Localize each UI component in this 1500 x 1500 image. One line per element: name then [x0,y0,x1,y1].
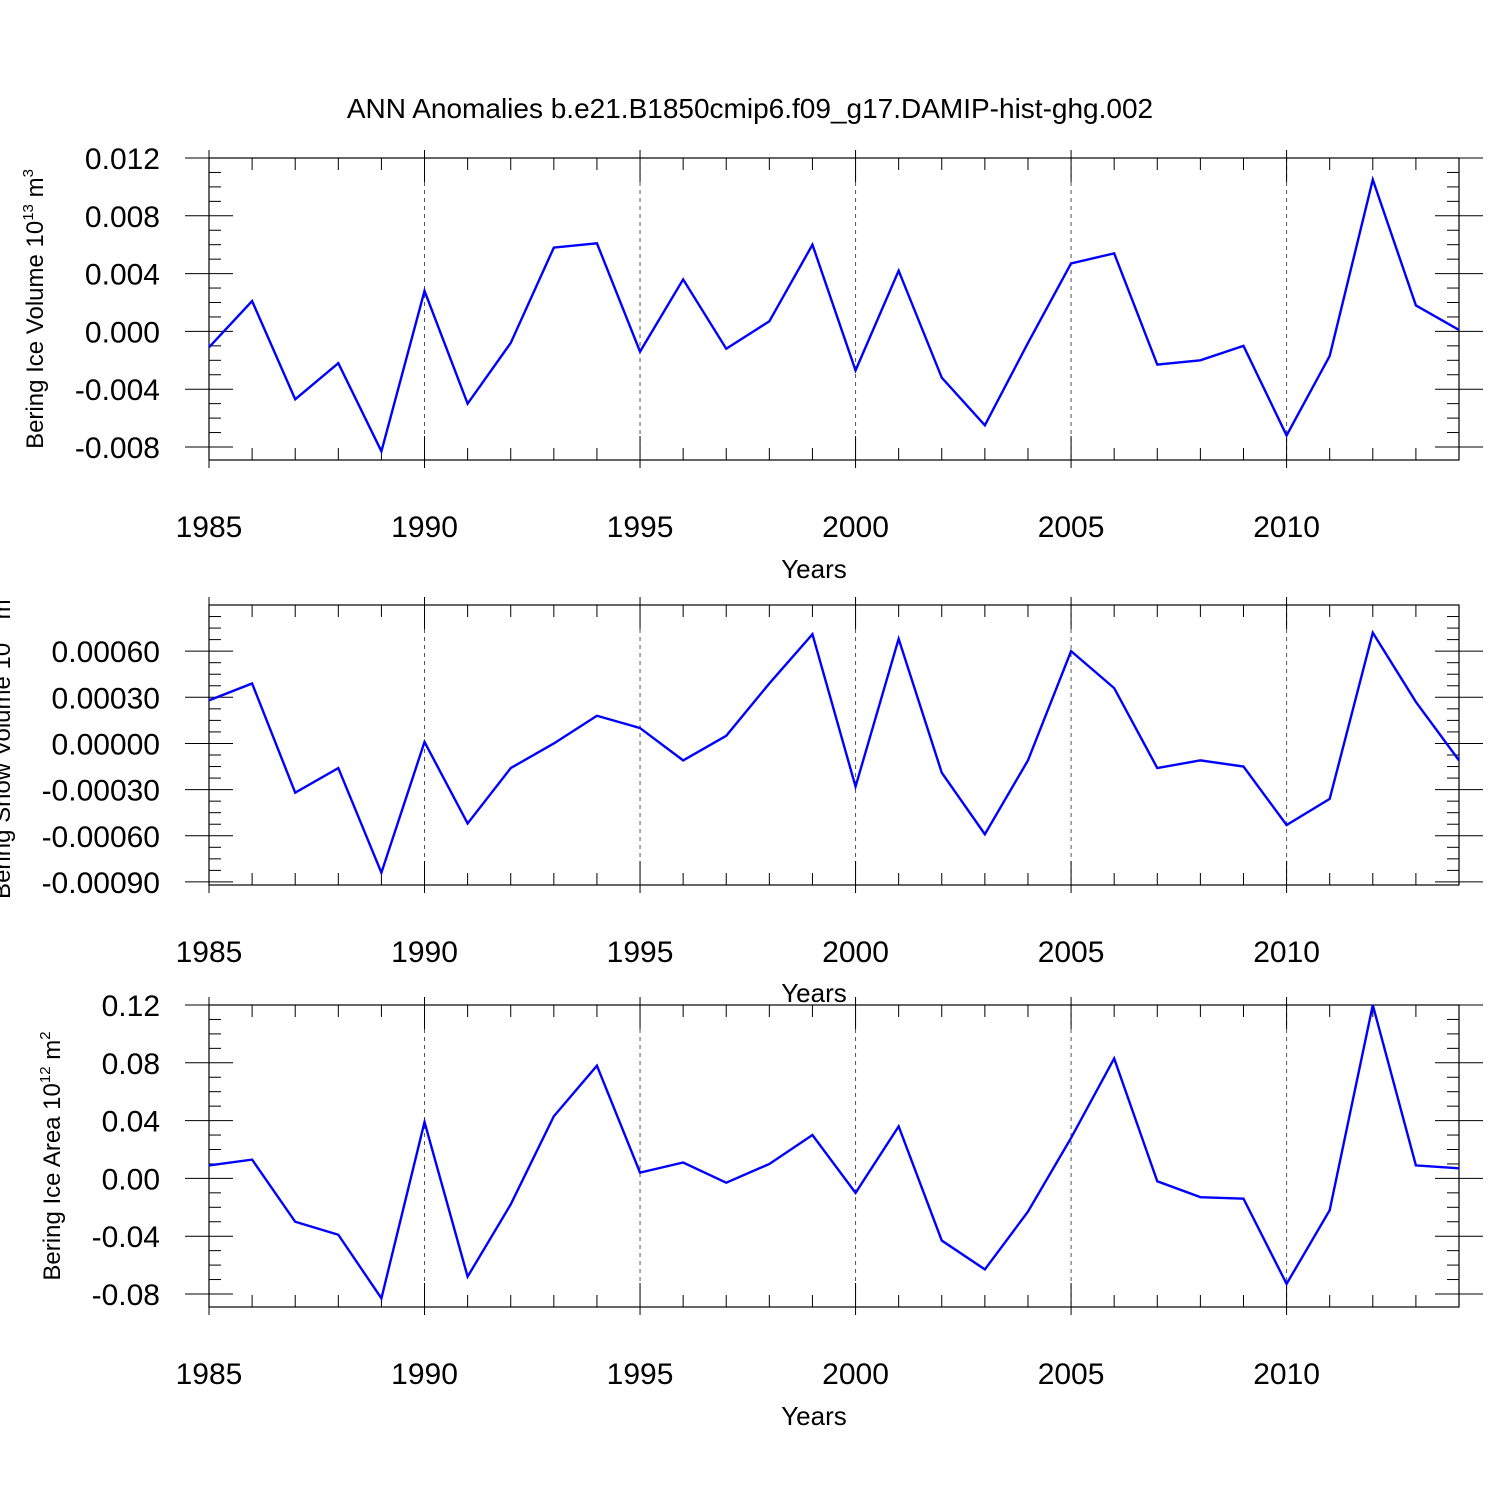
y-axis-label-unit: m [22,177,49,204]
x-tick-label: 2010 [1253,936,1320,969]
y-tick-label: 0.000 [85,316,160,349]
y-axis-label-exponent: 13 [20,204,37,221]
y-tick-label: 0.004 [85,259,160,292]
y-tick-label: -0.008 [75,432,160,465]
y-tick-label: -0.00060 [42,821,160,854]
x-tick-label: 1985 [176,1358,243,1391]
series-line-ice-volume [208,175,1460,455]
y-axis-label-unit: m [39,1040,66,1067]
y-axis-label-unit-exponent: 3 [20,169,37,177]
series-line-snow-volume [208,629,1460,877]
y-axis-label-unit: m [0,599,16,626]
plot-frame [208,604,1460,886]
x-tick-label: 1990 [391,1358,458,1391]
x-tick-label: 1995 [607,936,674,969]
x-tick-label: 2000 [822,1358,889,1391]
x-tick-label: 1990 [391,936,458,969]
x-tick-label: 1995 [607,511,674,544]
x-tick-label: 1985 [176,511,243,544]
plot-frame [208,1004,1460,1308]
y-tick-label: -0.004 [75,374,160,407]
chart-title: ANN Anomalies b.e21.B1850cmip6.f09_g17.D… [347,93,1153,124]
y-tick-label: 0.12 [102,990,160,1023]
x-tick-label: 2010 [1253,511,1320,544]
y-tick-label: 0.008 [85,201,160,234]
y-tick-label: -0.00030 [42,775,160,808]
x-axis-label: Years [781,978,847,1008]
panel-ice-area: 0.12 0.08 0.04 0.00 -0.04 -0.08 1985 1990 1995 20… [37,990,1483,1431]
x-tick-label: 2010 [1253,1358,1320,1391]
panel-snow-volume: 0.00060 0.00030 0.00000 -0.00030 -0.00060 -0.… [0,591,1483,1008]
x-tick-label: 1995 [607,1358,674,1391]
x-tick-label: 2005 [1038,1358,1105,1391]
y-tick-label: 0.04 [102,1106,160,1139]
y-axis-label-exponent: 12 [37,1066,54,1083]
y-tick-label: 0.00000 [52,728,160,761]
x-tick-label: 2000 [822,936,889,969]
y-axis-label-text: Bering Snow Volume 10 [0,643,16,899]
y-axis-label-text: Bering Ice Area 10 [39,1083,66,1280]
y-axis-label-exponent: 13 [0,626,4,643]
y-axis-label: Bering Ice Area 1012 m2 [37,1031,66,1280]
y-axis-label-unit-exponent: 3 [0,591,4,599]
plot-frame [208,157,1460,461]
y-tick-label: -0.08 [92,1279,160,1312]
y-tick-label: 0.00 [102,1163,160,1196]
y-tick-label: 0.00030 [52,682,160,715]
x-tick-label: 2000 [822,511,889,544]
panels: 0.012 0.008 0.004 0.000 -0.004 -0.008 1985 1990… [0,143,1483,1431]
x-tick-label: 1990 [391,511,458,544]
y-tick-label: 0.00060 [52,636,160,669]
x-tick-label: 1985 [176,936,243,969]
x-axis-label: Years [781,554,847,584]
y-axis-label-text: Bering Ice Volume 10 [22,221,49,449]
x-tick-label: 2005 [1038,511,1105,544]
x-axis-label: Years [781,1401,847,1431]
panel-ice-volume: 0.012 0.008 0.004 0.000 -0.004 -0.008 1985 1990… [20,143,1483,584]
y-tick-label: -0.04 [92,1221,160,1254]
y-axis-label: Bering Snow Volume 1013 m3 [0,591,16,899]
y-tick-label: -0.00090 [42,867,160,900]
y-tick-label: 0.08 [102,1048,160,1081]
y-axis-label-unit-exponent: 2 [37,1031,54,1039]
series-line-ice-area [208,1004,1460,1302]
x-tick-label: 2005 [1038,936,1105,969]
y-tick-label: 0.012 [85,143,160,176]
y-axis-label: Bering Ice Volume 1013 m3 [20,169,49,449]
